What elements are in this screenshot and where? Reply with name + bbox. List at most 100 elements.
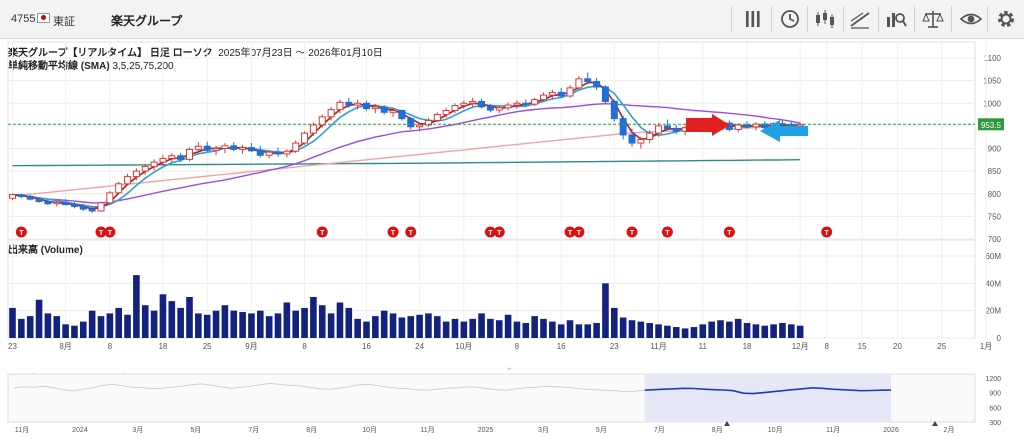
sma5-line: [12, 85, 801, 208]
chevron-down-icon[interactable]: ⌄: [505, 362, 514, 373]
event-marker: [573, 226, 585, 238]
candle-body: [531, 99, 539, 105]
volume-bar: [513, 321, 521, 338]
date-tick-label: 8: [515, 342, 520, 351]
candle-body: [168, 155, 176, 159]
candle-body: [17, 194, 25, 197]
date-tick-label: 18: [743, 342, 752, 351]
event-marker-label: T: [409, 230, 414, 237]
candle-body: [504, 104, 512, 109]
sma75-line: [12, 125, 801, 197]
volume-bar: [602, 283, 609, 338]
candle-body: [212, 148, 220, 151]
candle-body: [540, 94, 547, 101]
toolbar-divider: [914, 6, 915, 32]
price-tick-label: 1100: [984, 54, 1002, 63]
sma-legend: 単純移動平均線 (SMA) 3,5,25,75,200: [8, 57, 174, 72]
candle-body: [247, 147, 255, 152]
price-tick-label: 750: [988, 212, 1002, 221]
toolbar-divider: [843, 6, 844, 32]
candle-body: [371, 106, 379, 110]
volume-bar: [566, 320, 574, 338]
candle-body: [203, 145, 211, 151]
volume-bar: [487, 318, 494, 338]
price-tick-label: 800: [988, 190, 1002, 199]
candle-body: [9, 194, 16, 199]
volume-bar: [628, 320, 636, 338]
candle-body: [593, 81, 601, 88]
navigator-date-label: 5月: [190, 426, 201, 434]
volume-bar: [478, 313, 485, 338]
navigator-date-label: 8月: [712, 426, 723, 434]
volume-bar: [195, 313, 202, 338]
gear-icon[interactable]: [989, 0, 1023, 38]
event-marker: [821, 226, 833, 238]
zoom-chart-icon[interactable]: [879, 0, 913, 38]
candle-body: [389, 109, 397, 113]
volume-bar: [672, 327, 680, 338]
date-tick-label: 11月: [650, 342, 666, 351]
event-marker: [626, 226, 638, 238]
volume-tick-label: 0: [997, 334, 1002, 343]
candle-body: [256, 150, 264, 156]
volume-bar: [734, 318, 742, 338]
navigator-date-label: 2月: [944, 426, 955, 434]
volume-bar: [549, 321, 556, 338]
volume-bar: [717, 320, 724, 338]
event-marker: [387, 226, 399, 238]
price-tick-label: 1050: [983, 77, 1001, 86]
volume-bar: [80, 321, 87, 338]
volume-bar: [310, 297, 317, 338]
buy-signal-arrow: [686, 114, 730, 136]
volume-bar: [336, 302, 344, 338]
trendline-icon[interactable]: [843, 0, 877, 38]
chart-period: 2025年07月23日 ～ 2026年01月10日: [218, 48, 383, 59]
candle-body: [575, 78, 583, 89]
event-marker: [661, 226, 673, 238]
volume-bar: [451, 318, 459, 338]
event-marker: [95, 226, 107, 238]
volume-bar: [71, 325, 78, 338]
candle-body: [460, 102, 468, 107]
candle-body: [283, 150, 291, 155]
date-tick-label: 16: [557, 342, 566, 351]
price-tick-label: 850: [988, 167, 1002, 176]
candle-body: [194, 145, 202, 150]
last-price-badge: [978, 118, 1004, 131]
stock-code: 4755: [11, 13, 36, 25]
candlestick-icon[interactable]: [808, 0, 842, 38]
volume-bar: [540, 318, 547, 338]
volume-bar: [265, 316, 273, 338]
volume-bar: [97, 316, 105, 338]
navigator-handle-icon: [932, 421, 938, 426]
date-tick-label: 12月: [792, 342, 809, 351]
candle-body: [646, 132, 654, 140]
volume-bar: [212, 310, 220, 338]
sma-params: 3,5,25,75,200: [112, 61, 174, 72]
candle-body: [548, 91, 556, 96]
candle-body: [124, 176, 132, 185]
last-price-value: 953.5: [981, 121, 1002, 130]
volume-bar: [681, 328, 689, 338]
navigator-selection: [644, 374, 891, 422]
navigator-date-label: 5月: [596, 426, 607, 434]
volume-bar: [239, 312, 246, 338]
volume-bar: [141, 305, 149, 338]
indicator-bars-icon[interactable]: [736, 0, 770, 38]
candle-body: [619, 118, 627, 136]
candle-body: [424, 119, 432, 126]
event-marker: [316, 226, 328, 238]
event-marker-label: T: [99, 230, 104, 237]
balance-icon[interactable]: [916, 0, 950, 38]
volume-bar: [752, 324, 760, 338]
candle-body: [451, 105, 459, 111]
clock-icon[interactable]: [773, 0, 807, 38]
date-tick-label: 20: [893, 342, 902, 351]
eye-icon[interactable]: [954, 0, 988, 38]
navigator-date-label: 8月: [306, 426, 317, 434]
event-marker-label: T: [497, 230, 502, 237]
candle-body: [239, 147, 247, 150]
event-marker: [493, 226, 505, 238]
price-tick-label: 1000: [983, 99, 1001, 108]
